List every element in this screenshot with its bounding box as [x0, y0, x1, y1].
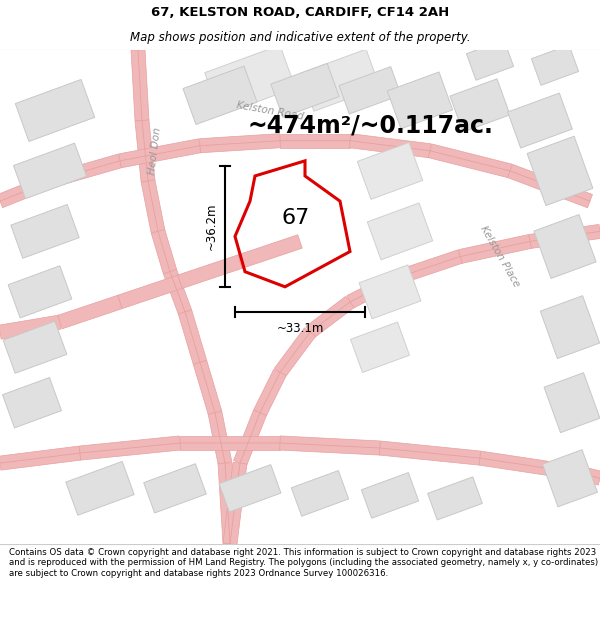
Polygon shape: [205, 45, 295, 116]
Polygon shape: [0, 446, 81, 470]
Text: Heol Don: Heol Don: [147, 126, 163, 175]
Polygon shape: [118, 275, 182, 309]
Polygon shape: [280, 134, 350, 148]
Polygon shape: [219, 464, 281, 512]
Polygon shape: [479, 451, 581, 480]
Polygon shape: [349, 134, 431, 158]
Polygon shape: [238, 235, 302, 268]
Polygon shape: [578, 466, 600, 485]
Polygon shape: [48, 154, 122, 188]
Text: 67: 67: [281, 208, 310, 228]
Polygon shape: [450, 79, 510, 132]
Polygon shape: [0, 174, 53, 208]
Polygon shape: [347, 271, 403, 308]
Polygon shape: [233, 410, 266, 466]
Polygon shape: [141, 179, 165, 232]
Polygon shape: [11, 204, 79, 258]
Polygon shape: [379, 441, 481, 465]
Polygon shape: [292, 471, 349, 516]
Text: Kelston Road: Kelston Road: [236, 99, 304, 121]
Polygon shape: [131, 49, 149, 121]
Polygon shape: [2, 378, 61, 428]
Polygon shape: [466, 40, 514, 80]
Polygon shape: [0, 315, 61, 339]
Polygon shape: [271, 63, 339, 118]
Polygon shape: [359, 265, 421, 319]
Polygon shape: [339, 67, 401, 114]
Polygon shape: [3, 321, 67, 373]
Polygon shape: [143, 464, 206, 513]
Polygon shape: [534, 214, 596, 278]
Polygon shape: [428, 477, 482, 520]
Polygon shape: [58, 295, 122, 329]
Polygon shape: [178, 255, 242, 289]
Polygon shape: [508, 164, 592, 208]
Polygon shape: [13, 143, 86, 199]
Polygon shape: [458, 234, 532, 264]
Polygon shape: [529, 224, 600, 248]
Polygon shape: [398, 250, 462, 283]
Polygon shape: [388, 72, 452, 129]
Polygon shape: [193, 361, 222, 415]
Polygon shape: [208, 411, 232, 464]
Polygon shape: [15, 79, 95, 141]
Polygon shape: [541, 296, 599, 359]
Polygon shape: [361, 472, 419, 518]
Polygon shape: [66, 461, 134, 515]
Polygon shape: [542, 450, 598, 507]
Polygon shape: [79, 436, 181, 460]
Text: ~474m²/~0.117ac.: ~474m²/~0.117ac.: [247, 114, 493, 138]
Polygon shape: [163, 269, 191, 314]
Polygon shape: [300, 49, 380, 111]
Polygon shape: [183, 66, 257, 124]
Text: 67, KELSTON ROAD, CARDIFF, CF14 2AH: 67, KELSTON ROAD, CARDIFF, CF14 2AH: [151, 6, 449, 19]
Polygon shape: [306, 296, 354, 338]
Text: ~36.2m: ~36.2m: [205, 202, 218, 250]
Polygon shape: [367, 203, 433, 260]
Text: Map shows position and indicative extent of the property.: Map shows position and indicative extent…: [130, 31, 470, 44]
Text: ~33.1m: ~33.1m: [277, 322, 323, 334]
Text: Contains OS data © Crown copyright and database right 2021. This information is : Contains OS data © Crown copyright and d…: [9, 548, 598, 578]
Polygon shape: [223, 462, 247, 544]
Polygon shape: [358, 142, 422, 199]
Polygon shape: [350, 322, 409, 372]
Polygon shape: [119, 139, 201, 168]
Polygon shape: [135, 120, 155, 182]
Polygon shape: [508, 93, 572, 148]
Polygon shape: [280, 436, 380, 455]
Polygon shape: [180, 436, 280, 450]
Polygon shape: [151, 229, 177, 274]
Polygon shape: [527, 136, 593, 206]
Polygon shape: [544, 372, 600, 432]
Polygon shape: [254, 369, 286, 416]
Polygon shape: [428, 144, 512, 177]
Polygon shape: [218, 462, 237, 544]
Polygon shape: [274, 328, 316, 377]
Polygon shape: [200, 134, 280, 152]
Polygon shape: [8, 266, 72, 318]
Text: Kelston Place: Kelston Place: [478, 224, 521, 289]
Polygon shape: [178, 310, 207, 364]
Polygon shape: [532, 45, 578, 85]
